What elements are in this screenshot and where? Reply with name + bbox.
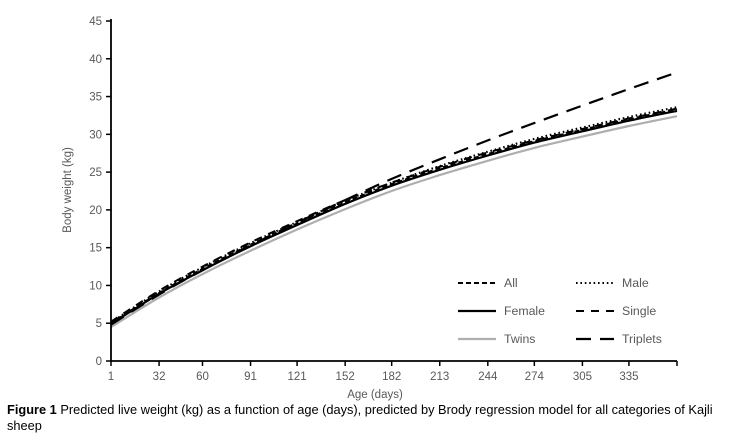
legend-line-sample-icon bbox=[458, 282, 496, 284]
legend-item-label: Single bbox=[622, 304, 657, 318]
y-tick-label: 25 bbox=[89, 167, 102, 179]
legend-line-sample-icon bbox=[576, 310, 614, 312]
axis-ticks-layer: 0 5 10 15 20 25 30 35 40 45 1 32 60 91 121 152 182 213 244… bbox=[89, 16, 678, 383]
y-tick-label: 15 bbox=[89, 243, 102, 255]
x-tick-label: 244 bbox=[478, 371, 498, 383]
x-tick-label: 182 bbox=[382, 371, 401, 383]
y-tick-label: 10 bbox=[89, 280, 102, 292]
figure-caption: Figure 1 Predicted live weight (kg) as a… bbox=[7, 402, 719, 435]
y-tick-label: 5 bbox=[96, 318, 102, 330]
legend-line-sample-icon bbox=[458, 309, 496, 313]
y-axis-title: Body weight (kg) bbox=[62, 147, 74, 233]
x-tick-label: 213 bbox=[430, 371, 449, 383]
series-lines-layer bbox=[110, 71, 678, 328]
legend-item-female: Female bbox=[456, 302, 574, 320]
x-tick-label: 32 bbox=[153, 371, 166, 383]
x-tick-label: 1 bbox=[108, 371, 114, 383]
caption-figure-label: Figure 1 bbox=[7, 402, 57, 417]
legend-line-sample-icon bbox=[576, 281, 614, 285]
y-tick-label: 45 bbox=[89, 16, 102, 28]
legend-item-label: Female bbox=[504, 304, 546, 318]
y-tick-label: 0 bbox=[96, 356, 102, 368]
caption-text: Predicted live weight (kg) as a function… bbox=[7, 402, 713, 434]
body-weight-chart: 0 5 10 15 20 25 30 35 40 45 1 32 60 91 121 152 182 213 244… bbox=[89, 16, 678, 383]
y-tick-label: 20 bbox=[89, 205, 102, 217]
x-tick-label: 152 bbox=[336, 371, 355, 383]
series-line-single bbox=[110, 107, 678, 323]
x-tick-label: 91 bbox=[244, 371, 257, 383]
series-line-triplets bbox=[110, 71, 678, 326]
x-axis-title: Age (days) bbox=[347, 389, 403, 401]
legend-item-single: Single bbox=[574, 302, 662, 320]
legend-item-label: Twins bbox=[504, 332, 536, 346]
legend-item-triplets: Triplets bbox=[574, 330, 662, 348]
x-tick-label: 60 bbox=[196, 371, 209, 383]
legend-line-sample-icon bbox=[458, 337, 496, 341]
chart-legend: All Male Female Single Twins Triplets bbox=[456, 274, 662, 348]
legend-item-label: Male bbox=[622, 276, 649, 290]
legend-item-label: All bbox=[504, 276, 518, 290]
x-tick-label: 335 bbox=[619, 371, 638, 383]
legend-item-label: Triplets bbox=[622, 332, 662, 346]
x-tick-label: 274 bbox=[525, 371, 545, 383]
y-tick-label: 40 bbox=[89, 54, 102, 66]
x-tick-label: 121 bbox=[287, 371, 306, 383]
legend-item-male: Male bbox=[574, 274, 662, 292]
legend-line-sample-icon bbox=[576, 337, 614, 341]
series-line-twins bbox=[110, 115, 678, 328]
legend-item-twins: Twins bbox=[456, 330, 574, 348]
y-tick-label: 30 bbox=[89, 129, 102, 141]
legend-item-all: All bbox=[456, 274, 574, 292]
axes-layer bbox=[110, 19, 677, 362]
y-tick-label: 35 bbox=[89, 92, 102, 104]
x-tick-label: 305 bbox=[573, 371, 592, 383]
